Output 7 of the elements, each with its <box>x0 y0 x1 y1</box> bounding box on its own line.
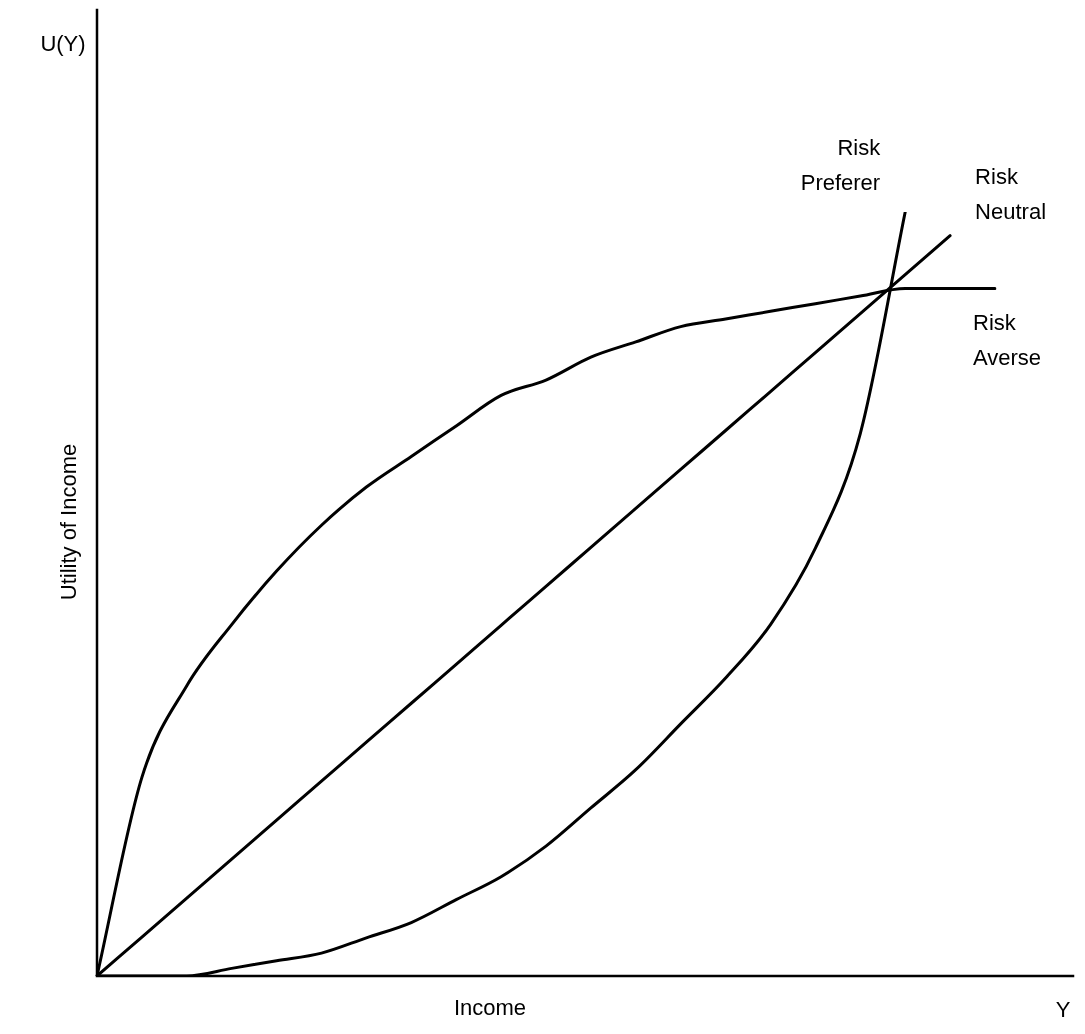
series-label: Risk Averse <box>973 310 1042 371</box>
series-label: Risk Preferer <box>800 135 882 196</box>
x-axis-title: Income <box>453 995 527 1021</box>
text: U(Y) <box>40 31 86 57</box>
y-axis-title: Utility of Income <box>56 443 82 601</box>
series-label: Risk Neutral <box>975 163 1047 224</box>
text: Y <box>1055 997 1071 1023</box>
